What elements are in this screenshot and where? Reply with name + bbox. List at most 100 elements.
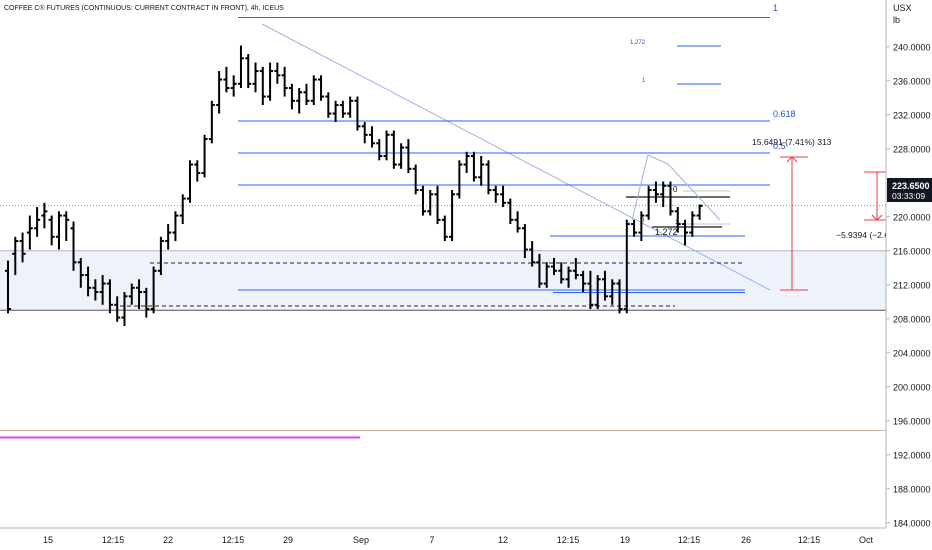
price-axis[interactable]: [886, 0, 932, 550]
ohlc-bar[interactable]: [623, 219, 630, 314]
ohlc-bar[interactable]: [106, 279, 113, 314]
ohlc-bar[interactable]: [252, 62, 259, 93]
ohlc-bar[interactable]: [63, 211, 70, 242]
ohlc-bar[interactable]: [449, 190, 456, 242]
ohlc-bar[interactable]: [514, 211, 521, 233]
ohlc-bar[interactable]: [609, 279, 616, 305]
ohlc-bar[interactable]: [383, 130, 390, 161]
ohlc-bar[interactable]: [347, 96, 354, 118]
ohlc-bar[interactable]: [507, 198, 514, 225]
ohlc-bar[interactable]: [463, 151, 470, 174]
ohlc-bar[interactable]: [267, 62, 274, 101]
ohlc-bar[interactable]: [405, 139, 412, 174]
ohlc-bar[interactable]: [85, 266, 92, 297]
ohlc-bar[interactable]: [682, 219, 689, 246]
ohlc-bar[interactable]: [667, 181, 674, 216]
ohlc-bar[interactable]: [674, 207, 681, 233]
ohlc-bar[interactable]: [419, 185, 426, 216]
ohlc-bar[interactable]: [660, 181, 667, 208]
ohlc-bar[interactable]: [478, 156, 485, 186]
ohlc-bar[interactable]: [580, 270, 587, 293]
ohlc-bar[interactable]: [165, 224, 172, 250]
ohlc-bar[interactable]: [689, 211, 696, 237]
ohlc-bar[interactable]: [179, 194, 186, 225]
ohlc-bar[interactable]: [114, 296, 121, 322]
ohlc-bar[interactable]: [194, 160, 201, 182]
support-zone[interactable]: [0, 250, 886, 311]
ohlc-bar[interactable]: [543, 262, 550, 288]
ohlc-bar[interactable]: [572, 258, 579, 280]
ohlc-bar[interactable]: [492, 185, 499, 203]
ohlc-bar[interactable]: [354, 96, 361, 131]
ohlc-bar[interactable]: [288, 83, 295, 110]
ohlc-bar[interactable]: [128, 283, 135, 305]
ohlc-bar[interactable]: [529, 241, 536, 267]
ohlc-bar[interactable]: [470, 151, 477, 182]
ohlc-bar[interactable]: [339, 100, 346, 118]
ohlc-bar[interactable]: [565, 266, 572, 288]
ohlc-bar[interactable]: [652, 181, 659, 203]
ohlc-bar[interactable]: [456, 160, 463, 199]
ohlc-bar[interactable]: [427, 190, 434, 216]
ohlc-bar[interactable]: [157, 236, 164, 276]
ohlc-bar[interactable]: [303, 83, 310, 106]
ohlc-bar[interactable]: [332, 100, 339, 123]
ohlc-bar[interactable]: [616, 279, 623, 314]
ohlc-bar[interactable]: [172, 211, 179, 242]
ohlc-bar[interactable]: [41, 202, 48, 229]
ohlc-bar[interactable]: [121, 292, 128, 327]
ohlc-bar[interactable]: [441, 215, 448, 242]
symbol-title[interactable]: COFFEE C® FUTURES (CONTINUOUS: CURRENT C…: [4, 5, 284, 12]
ohlc-bar[interactable]: [34, 207, 41, 237]
ohlc-bar[interactable]: [587, 270, 594, 310]
ohlc-bar[interactable]: [318, 75, 325, 101]
ohlc-bar[interactable]: [631, 219, 638, 237]
ohlc-bar[interactable]: [237, 45, 244, 89]
ohlc-bar[interactable]: [398, 143, 405, 169]
ohlc-bar[interactable]: [70, 221, 77, 271]
ohlc-bar[interactable]: [536, 253, 543, 288]
ohlc-bar[interactable]: [551, 258, 557, 276]
ohlc-bar[interactable]: [369, 126, 375, 148]
ohlc-bar[interactable]: [281, 66, 288, 97]
pattern-zigzag[interactable]: [631, 154, 721, 221]
ohlc-bar[interactable]: [390, 130, 397, 169]
ohlc-bar[interactable]: [5, 260, 11, 314]
ohlc-bar[interactable]: [696, 204, 703, 220]
ohlc-bar[interactable]: [361, 122, 368, 144]
current-price-tag[interactable]: [887, 178, 932, 202]
ohlc-bar[interactable]: [558, 262, 565, 284]
ohlc-bar[interactable]: [92, 279, 99, 301]
ohlc-bar[interactable]: [216, 71, 223, 114]
ohlc-bar[interactable]: [99, 275, 106, 305]
ohlc-bar[interactable]: [77, 258, 84, 288]
ohlc-bar[interactable]: [259, 66, 266, 106]
ohlc-bar[interactable]: [245, 54, 252, 89]
ohlc-bar[interactable]: [12, 236, 19, 276]
ohlc-bar[interactable]: [638, 211, 645, 242]
ohlc-bar[interactable]: [521, 224, 528, 259]
ohlc-bar[interactable]: [187, 160, 193, 203]
ohlc-bar[interactable]: [594, 275, 601, 310]
ohlc-bar[interactable]: [201, 134, 208, 178]
ohlc-bar[interactable]: [645, 185, 652, 220]
ohlc-bar[interactable]: [601, 270, 608, 301]
ohlc-bar[interactable]: [136, 279, 143, 310]
ohlc-bar[interactable]: [230, 75, 237, 97]
ohlc-bar[interactable]: [26, 215, 33, 250]
ohlc-bar[interactable]: [55, 211, 62, 250]
ohlc-bar[interactable]: [434, 185, 441, 225]
ohlc-bar[interactable]: [296, 88, 303, 114]
ohlc-bar[interactable]: [143, 287, 150, 318]
ohlc-bar[interactable]: [19, 232, 26, 263]
ohlc-bar[interactable]: [500, 185, 507, 208]
ohlc-bar[interactable]: [274, 62, 281, 84]
ohlc-bar[interactable]: [208, 100, 215, 144]
ohlc-bar[interactable]: [310, 75, 317, 106]
ohlc-bar[interactable]: [485, 160, 492, 195]
ohlc-bar[interactable]: [412, 164, 419, 195]
ohlc-bar[interactable]: [48, 215, 55, 246]
ohlc-bar[interactable]: [150, 266, 157, 314]
ohlc-bar[interactable]: [325, 92, 332, 118]
